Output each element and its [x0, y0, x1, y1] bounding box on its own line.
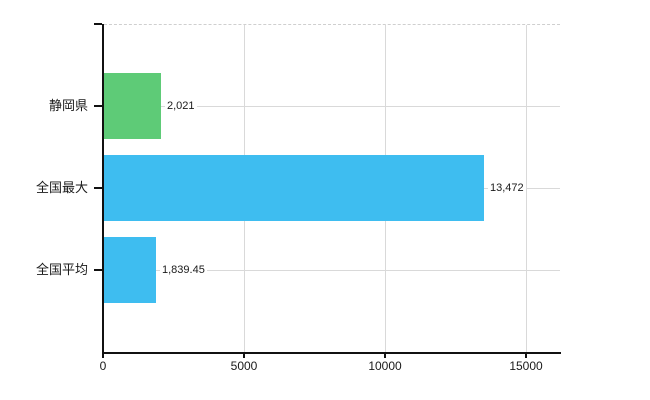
x-tick-label: 10000	[368, 359, 402, 373]
category-label: 全国平均	[35, 262, 88, 277]
x-axis-tick	[102, 354, 104, 358]
x-axis-line	[102, 352, 561, 354]
bar[interactable]	[104, 155, 484, 221]
x-axis-tick	[384, 354, 386, 358]
y-axis-top-cap	[94, 23, 102, 25]
y-axis-tick	[94, 269, 102, 271]
x-axis-tick	[243, 354, 245, 358]
plot-top-border	[104, 24, 560, 25]
y-axis-line	[102, 24, 104, 352]
x-tick-label: 5000	[230, 359, 258, 373]
value-label: 2,021	[165, 98, 197, 114]
value-label: 1,839.45	[160, 262, 207, 278]
y-gridline	[104, 106, 560, 107]
value-label: 13,472	[488, 180, 526, 196]
y-axis-tick	[94, 187, 102, 189]
y-axis-tick	[94, 105, 102, 107]
y-gridline	[104, 270, 560, 271]
bar[interactable]	[104, 237, 156, 303]
bar[interactable]	[104, 73, 161, 139]
category-label: 静岡県	[48, 98, 88, 113]
x-axis-tick	[525, 354, 527, 358]
x-tick-label: 15000	[509, 359, 543, 373]
category-label: 全国最大	[35, 180, 88, 195]
x-tick-label: 0	[99, 359, 107, 373]
